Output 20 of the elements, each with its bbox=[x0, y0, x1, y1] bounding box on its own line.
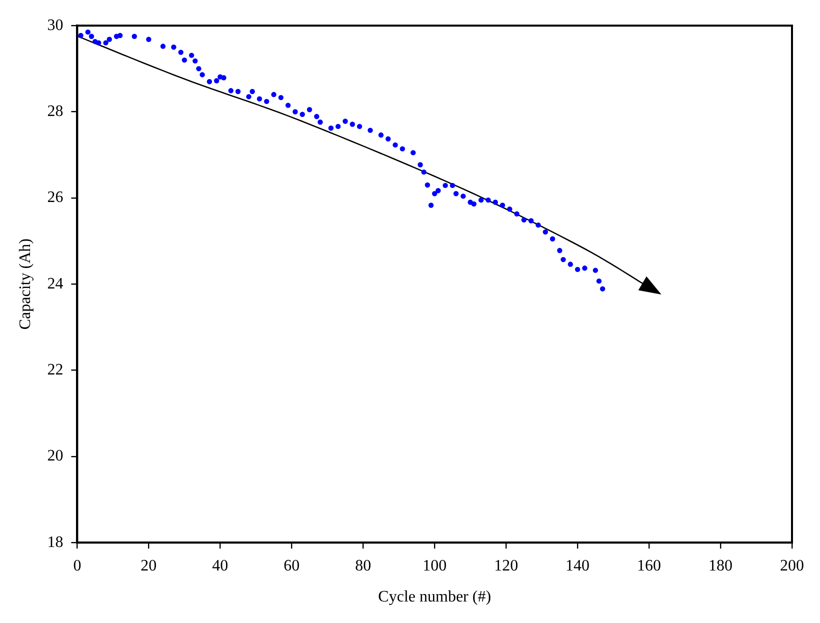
y-tick-label: 18 bbox=[47, 534, 64, 551]
x-tick-label: 180 bbox=[708, 557, 733, 574]
x-tick-label: 160 bbox=[637, 557, 662, 574]
y-axis-title: Capacity (Ah) bbox=[16, 238, 34, 330]
y-tick-label: 30 bbox=[47, 16, 64, 34]
x-tick-label: 80 bbox=[355, 557, 372, 574]
x-tick-label: 20 bbox=[140, 557, 157, 574]
x-tick-label: 0 bbox=[73, 557, 82, 574]
y-tick-label: 26 bbox=[47, 189, 64, 206]
y-tick-label: 28 bbox=[47, 102, 64, 120]
x-tick-label: 140 bbox=[566, 557, 590, 574]
x-tick-label: 120 bbox=[494, 557, 518, 574]
y-tick-label: 22 bbox=[47, 361, 64, 378]
x-tick-label: 200 bbox=[780, 557, 804, 574]
x-tick-label: 100 bbox=[422, 557, 447, 574]
x-tick-label: 60 bbox=[284, 557, 300, 574]
x-axis-title: Cycle number (#) bbox=[378, 588, 492, 606]
y-tick-label: 24 bbox=[47, 275, 64, 292]
x-tick-label: 40 bbox=[212, 557, 228, 574]
y-tick-label: 20 bbox=[47, 448, 64, 465]
